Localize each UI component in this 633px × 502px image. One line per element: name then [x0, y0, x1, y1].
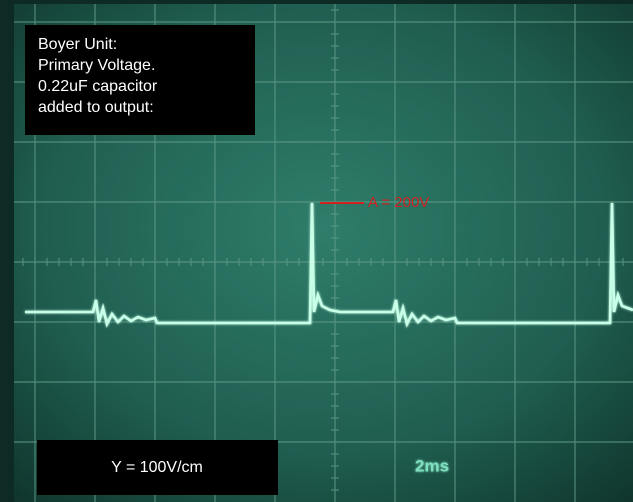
caption-line: Primary Voltage.	[38, 57, 155, 74]
oscilloscope-photo: Boyer Unit: Primary Voltage. 0.22uF capa…	[0, 0, 633, 502]
caption-line: Boyer Unit:	[38, 36, 117, 53]
caption-line: 0.22uF capacitor	[38, 78, 158, 95]
scale-label: Y = 100V/cm	[111, 459, 203, 476]
caption-line: added to output:	[38, 99, 154, 116]
timebase: 2ms	[415, 456, 449, 475]
annotation: A = 200V	[368, 194, 429, 211]
